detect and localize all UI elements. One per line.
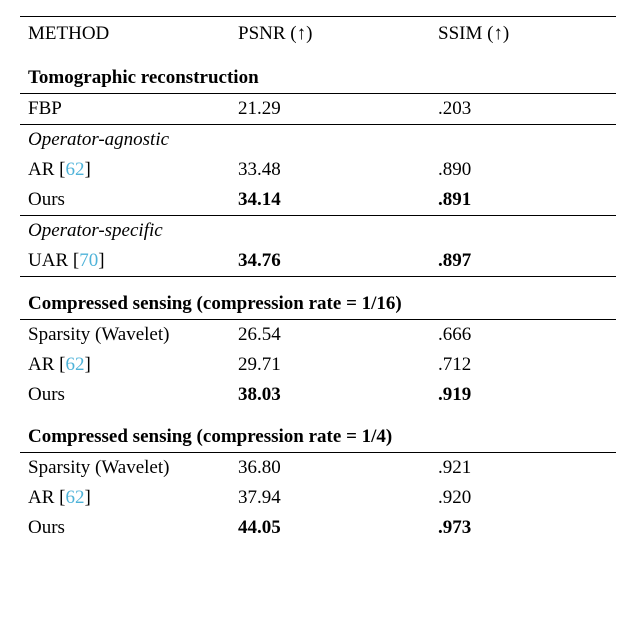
table-row: Ours 44.05 .973 [20,513,616,543]
psnr-cell: 36.80 [230,453,430,484]
table-row: Sparsity (Wavelet) 26.54 .666 [20,320,616,351]
table-header-row: METHOD PSNR (↑) SSIM (↑) [20,17,616,52]
citation-link[interactable]: 62 [65,354,84,375]
subheader-operator-specific: Operator-specific [20,216,616,247]
ssim-cell: .920 [430,483,616,513]
ssim-cell: .666 [430,320,616,351]
method-cell: AR [62] [20,350,230,380]
table-row: UAR [70] 34.76 .897 [20,246,616,277]
header-ssim-text: SSIM (↑) [438,23,509,44]
method-text: AR [ [28,354,65,375]
results-table: METHOD PSNR (↑) SSIM (↑) Tomographic rec… [20,16,616,543]
header-psnr-text: PSNR (↑) [238,23,312,44]
psnr-cell: 38.03 [230,380,430,410]
method-text: UAR [ [28,250,79,271]
method-text: ] [98,250,104,271]
subheader-operator-agnostic: Operator-agnostic [20,125,616,156]
ssim-cell: .712 [430,350,616,380]
method-cell: Sparsity (Wavelet) [20,453,230,484]
ssim-cell: .890 [430,155,616,185]
ssim-cell: .897 [430,246,616,277]
table-row: FBP 21.29 .203 [20,94,616,125]
table-row: AR [62] 37.94 .920 [20,483,616,513]
section-cs4-title-row: Compressed sensing (compression rate = 1… [20,410,616,453]
method-cell: Ours [20,185,230,216]
method-cell: AR [62] [20,155,230,185]
citation-link[interactable]: 70 [79,250,98,271]
method-cell: AR [62] [20,483,230,513]
header-psnr: PSNR (↑) [230,17,430,52]
table-row: AR [62] 29.71 .712 [20,350,616,380]
section-cs4-title: Compressed sensing (compression rate = 1… [20,410,616,453]
citation-link[interactable]: 62 [65,487,84,508]
psnr-cell: 44.05 [230,513,430,543]
psnr-cell: 34.76 [230,246,430,277]
ssim-cell: .891 [430,185,616,216]
table-row: Operator-agnostic [20,125,616,156]
header-method: METHOD [20,17,230,52]
psnr-cell: 21.29 [230,94,430,125]
psnr-cell: 29.71 [230,350,430,380]
method-cell: Ours [20,380,230,410]
header-ssim: SSIM (↑) [430,17,616,52]
section-tomo-title: Tomographic reconstruction [20,51,616,94]
section-cs16-title: Compressed sensing (compression rate = 1… [20,277,616,320]
method-text: ] [84,159,90,180]
psnr-cell: 34.14 [230,185,430,216]
ssim-cell: .919 [430,380,616,410]
table-row: Ours 38.03 .919 [20,380,616,410]
section-tomo-title-row: Tomographic reconstruction [20,51,616,94]
method-cell: UAR [70] [20,246,230,277]
ssim-cell: .203 [430,94,616,125]
citation-link[interactable]: 62 [65,159,84,180]
ssim-cell: .973 [430,513,616,543]
table-row: AR [62] 33.48 .890 [20,155,616,185]
table-row: Operator-specific [20,216,616,247]
ssim-cell: .921 [430,453,616,484]
section-cs16-title-row: Compressed sensing (compression rate = 1… [20,277,616,320]
table-row: Sparsity (Wavelet) 36.80 .921 [20,453,616,484]
method-text: ] [84,354,90,375]
method-text: ] [84,487,90,508]
method-text: AR [ [28,159,65,180]
method-cell: Ours [20,513,230,543]
method-text: AR [ [28,487,65,508]
method-cell: Sparsity (Wavelet) [20,320,230,351]
psnr-cell: 26.54 [230,320,430,351]
psnr-cell: 37.94 [230,483,430,513]
method-cell: FBP [20,94,230,125]
psnr-cell: 33.48 [230,155,430,185]
table-row: Ours 34.14 .891 [20,185,616,216]
